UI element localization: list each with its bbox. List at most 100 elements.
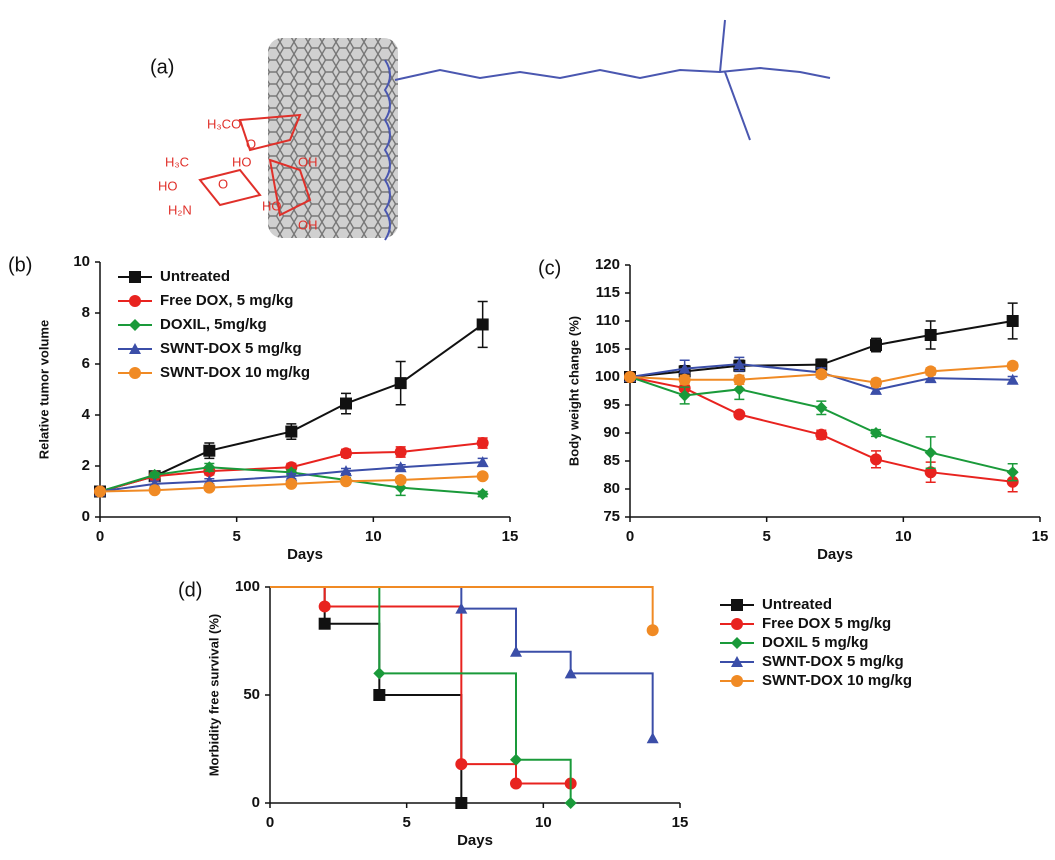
marker [340,465,352,477]
x-tick-label: 10 [365,528,382,545]
legend-label: SWNT-DOX 5 mg/kg [160,340,302,357]
y-tick-label: 85 [603,452,620,469]
x-tick-label: 0 [266,814,274,831]
marker [148,484,161,497]
marker [731,618,743,630]
marker [285,470,298,482]
y-tick-label: 110 [596,312,620,329]
y-axis-label: Relative tumor volume [36,320,51,459]
x-tick-label: 15 [502,528,519,545]
y-tick-label: 90 [603,424,620,441]
marker [203,481,216,494]
x-tick-label: 5 [232,528,240,545]
marker [1006,466,1019,479]
legend-label: Untreated [762,596,832,613]
marker [564,667,577,679]
x-axis-label: Days [457,832,493,849]
marker [476,488,489,501]
marker [646,732,659,744]
marker [476,470,489,483]
marker [373,689,386,701]
y-tick-label: 10 [73,253,90,270]
marker [203,444,216,457]
y-tick-label: 100 [595,368,620,385]
chem-label: H₂N [168,202,192,217]
x-tick-label: 0 [626,528,634,545]
marker [870,427,882,439]
y-tick-label: 2 [82,457,90,474]
chem-label: HO [262,198,282,213]
marker [476,318,489,331]
marker [318,617,331,630]
legend-label: Free DOX 5 mg/kg [762,615,891,632]
legend-label: Free DOX, 5 mg/kg [160,292,293,309]
nanotube [198,19,831,241]
marker [870,376,882,389]
marker [1006,315,1019,327]
marker [924,372,937,384]
marker [510,645,522,657]
marker [285,477,298,490]
series-line [270,586,463,803]
x-tick-label: 0 [96,528,104,545]
marker [1006,475,1019,488]
marker [624,371,636,383]
legend-label: SWNT-DOX 10 mg/kg [160,364,310,381]
marker [394,377,407,390]
marker [340,397,352,410]
marker [731,599,743,611]
marker [129,367,141,379]
marker [646,624,659,637]
marker [285,425,298,438]
x-tick-label: 5 [402,814,410,831]
marker [340,475,352,488]
y-tick-label: 95 [603,396,620,413]
marker [129,319,141,331]
y-tick-label: 0 [82,508,90,525]
marker [455,602,468,614]
marker [94,485,106,498]
marker [129,271,141,283]
legend-label: DOXIL, 5mg/kg [160,316,267,333]
marker [870,383,882,395]
y-tick-label: 50 [243,686,260,703]
marker [203,461,216,474]
panel-label: (d) [178,579,202,601]
panel-label: (a) [150,56,174,78]
y-tick-label: 105 [595,340,620,357]
marker [731,637,743,649]
marker [455,758,468,771]
x-axis-label: Days [287,546,323,563]
x-tick-label: 5 [762,528,770,545]
y-tick-label: 120 [595,256,620,273]
marker [394,461,407,473]
x-tick-label: 15 [672,814,689,831]
chem-label: OH [298,217,318,232]
marker [129,295,141,307]
marker [924,329,937,341]
marker [731,675,743,687]
marker [510,753,522,766]
y-tick-label: 4 [82,406,91,423]
series-line [270,586,654,631]
y-tick-label: 100 [235,578,260,595]
panel-label: (c) [538,257,561,279]
marker [815,428,828,441]
legend-label: SWNT-DOX 5 mg/kg [762,653,904,670]
marker [733,373,746,386]
marker [678,362,691,374]
y-tick-label: 8 [82,304,90,321]
y-tick-label: 6 [82,355,90,372]
marker [815,368,828,381]
marker [476,456,489,468]
marker [731,656,743,667]
marker [924,365,937,378]
series-line [270,586,571,785]
y-tick-label: 115 [596,284,620,301]
y-axis-label: Body weight change (%) [566,316,581,466]
marker [733,358,746,370]
y-tick-label: 80 [603,480,620,497]
chem-label: O [218,176,228,191]
